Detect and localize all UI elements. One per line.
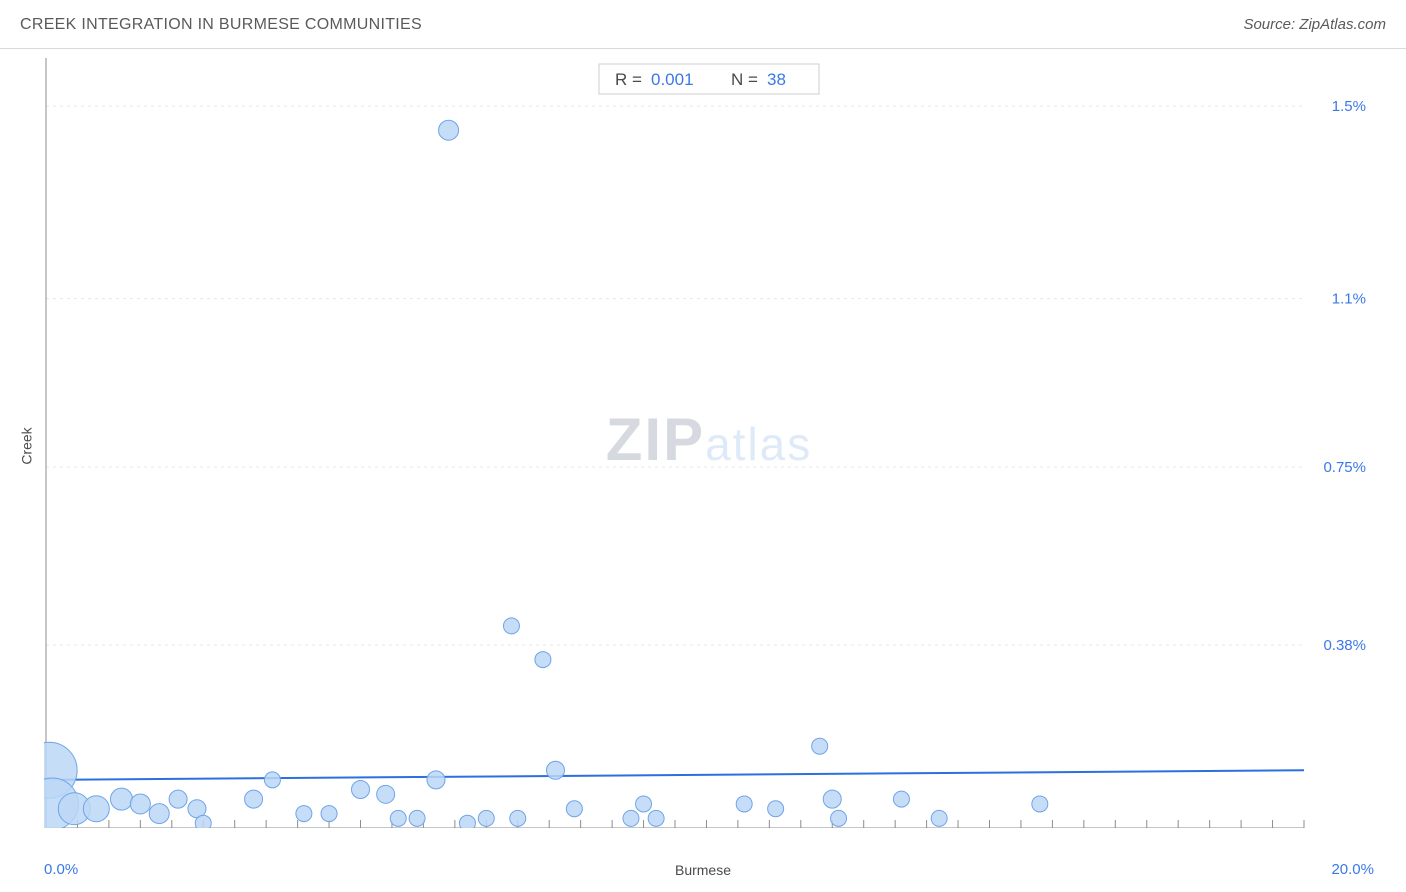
svg-text:0.001: 0.001: [651, 70, 694, 89]
svg-text:N =: N =: [731, 70, 758, 89]
svg-text:1.1%: 1.1%: [1332, 291, 1366, 308]
x-axis-min-label: 0.0%: [44, 861, 78, 878]
svg-text:38: 38: [767, 70, 786, 89]
chart-title: CREEK INTEGRATION IN BURMESE COMMUNITIES: [20, 16, 422, 34]
svg-text:1.5%: 1.5%: [1332, 98, 1366, 115]
chart-canvas: 0.38% 0.75% 1.1% 1.5% R = 0.001 N = 38: [44, 58, 1374, 828]
svg-text:R =: R =: [615, 70, 642, 89]
scatter-plot: 0.38%0.75%1.1%1.5%R =0.001N =38 ZIPatlas: [44, 58, 1374, 828]
x-axis-max-label: 20.0%: [1331, 861, 1374, 878]
x-axis-label: Burmese: [675, 862, 731, 878]
svg-text:0.75%: 0.75%: [1323, 459, 1366, 476]
y-axis-label: Creek: [19, 427, 35, 464]
source-attribution: Source: ZipAtlas.com: [1243, 16, 1386, 33]
header: CREEK INTEGRATION IN BURMESE COMMUNITIES…: [0, 0, 1406, 49]
svg-text:0.38%: 0.38%: [1323, 637, 1366, 654]
